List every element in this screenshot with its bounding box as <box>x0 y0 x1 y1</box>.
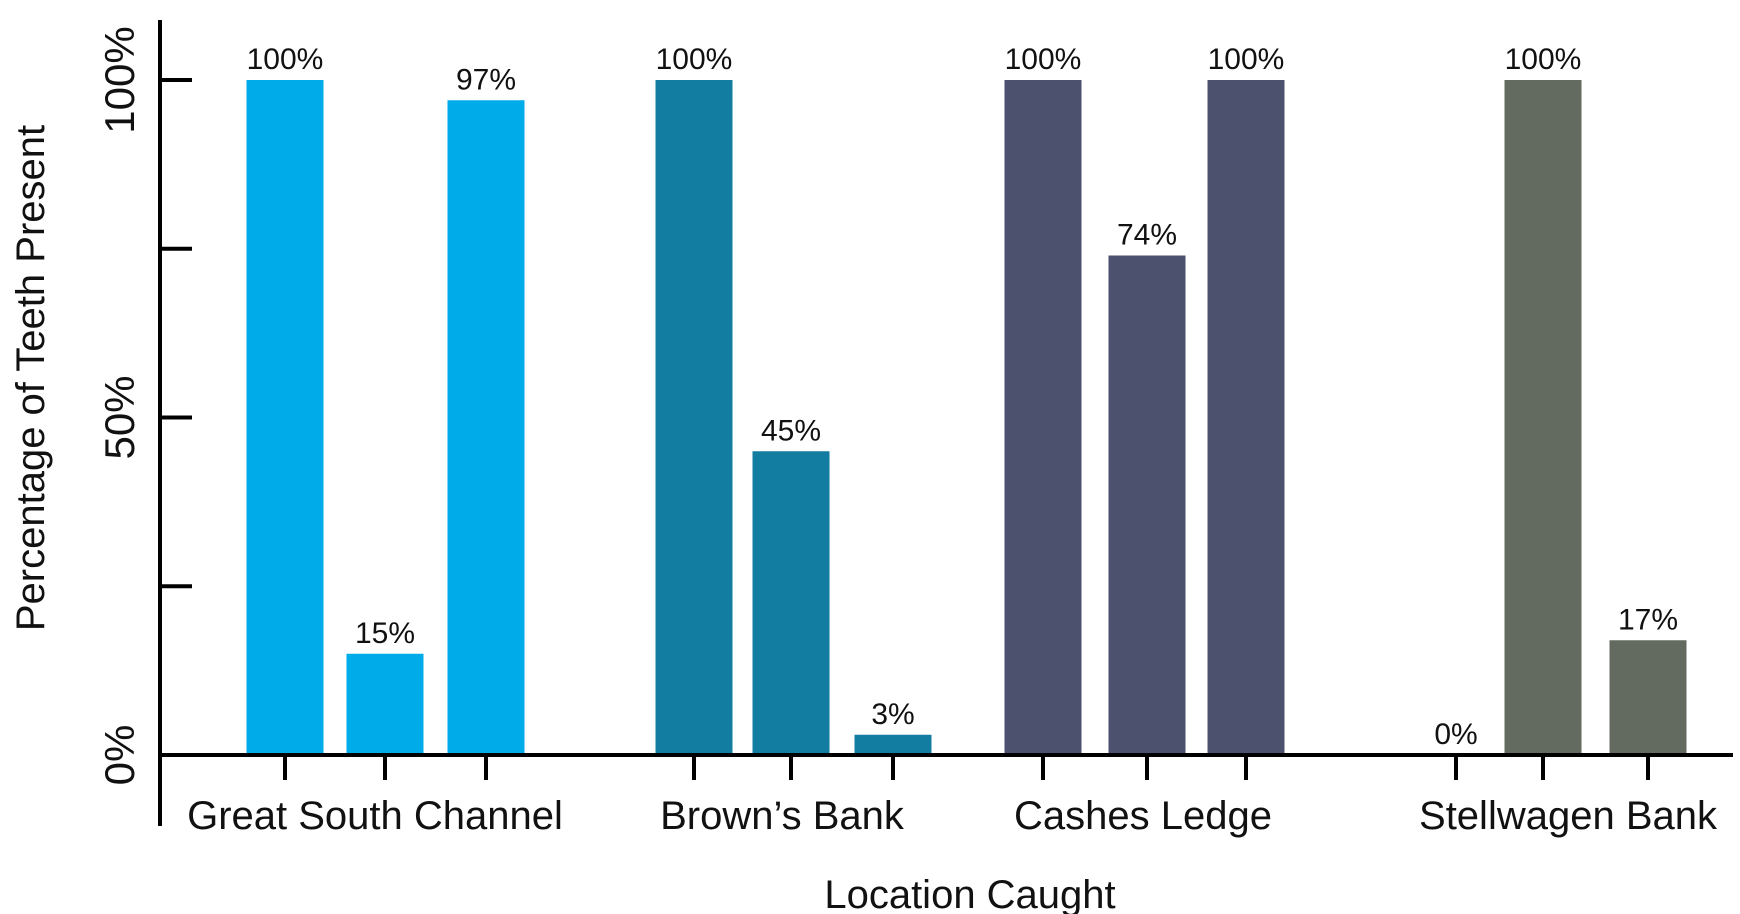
bar <box>1108 255 1186 755</box>
bar <box>1504 80 1582 755</box>
data-label: 0% <box>1434 718 1477 751</box>
bar <box>447 100 525 755</box>
data-label: 3% <box>871 698 914 731</box>
data-label: 100% <box>1505 43 1582 76</box>
y-tick-label: 50% <box>96 375 143 459</box>
bar <box>1207 80 1285 755</box>
group-labels-layer: Great South Channel Brown’s Bank Cashes Le… <box>187 794 1718 838</box>
bar <box>246 80 324 755</box>
y-tick-label: 100% <box>96 26 143 133</box>
data-label: 97% <box>456 63 516 96</box>
group-label: Great South Channel <box>187 794 563 838</box>
bar <box>346 653 424 755</box>
data-label: 15% <box>355 617 415 650</box>
bar <box>854 734 932 755</box>
data-label: 100% <box>1208 43 1285 76</box>
data-label: 100% <box>656 43 733 76</box>
group-label: Stellwagen Bank <box>1419 794 1718 838</box>
group-label: Cashes Ledge <box>1014 794 1272 838</box>
bar <box>1609 640 1687 755</box>
group-label: Brown’s Bank <box>660 794 905 838</box>
data-label: 45% <box>761 414 821 447</box>
x-ticks-layer <box>283 755 1650 780</box>
data-label: 100% <box>1005 43 1082 76</box>
y-tick-label: 0% <box>96 725 143 786</box>
bar <box>752 451 830 755</box>
y-ticks-layer: 0% 50% 100% <box>96 26 192 785</box>
bars-layer <box>246 80 1687 755</box>
bar <box>655 80 733 755</box>
data-labels-layer: 100% 15% 97% 100% 45% 3% 100% 74% 100% 0% 100% 17% <box>247 43 1678 751</box>
data-label: 74% <box>1117 219 1177 252</box>
bar <box>1004 80 1082 755</box>
data-label: 100% <box>247 43 324 76</box>
x-axis-title: Location Caught <box>824 873 1115 914</box>
data-label: 17% <box>1618 603 1678 636</box>
y-axis-title: Percentage of Teeth Present <box>9 125 53 631</box>
